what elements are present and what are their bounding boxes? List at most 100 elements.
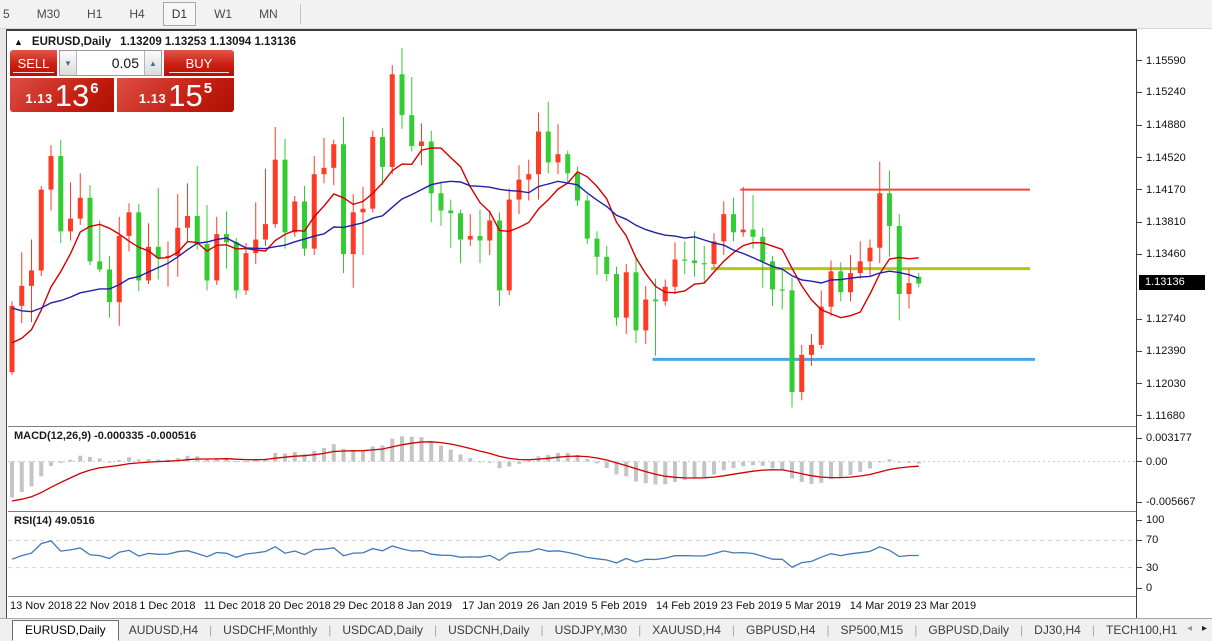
sell-price-prefix: 1.13	[25, 91, 53, 106]
chart-canvas	[8, 539, 1136, 569]
date-tick-label: 14 Mar 2019	[849, 600, 912, 612]
chart-symbol-title: EURUSD,Daily	[31, 36, 112, 48]
rsi-line	[11, 540, 919, 568]
price-tick-label: 1.13460	[1137, 247, 1186, 261]
buy-price-prefix: 1.13	[138, 91, 167, 106]
date-tick-label: 8 Jan 2019	[397, 600, 453, 612]
buy-price-quote[interactable]: 1.13 15 5	[117, 78, 234, 112]
price-tick-label: 1.12740	[1137, 312, 1186, 326]
date-tick-label: 22 Nov 2018	[74, 600, 137, 612]
tab-separator: |	[540, 623, 544, 637]
rsi-axis-label: 30	[1137, 561, 1158, 575]
tab-scroll-buttons: ◂ ▸	[1187, 623, 1207, 634]
macd-label: MACD(12,26,9) -0.000335 -0.000516	[14, 430, 197, 442]
chart-tab-tech100-h1[interactable]: TECH100,H1	[1105, 623, 1178, 637]
rsi-axis-label: 0	[1137, 581, 1152, 595]
chart-tab-usdjpy-m30[interactable]: USDJPY,M30	[554, 623, 628, 637]
tabs-scroll-right-icon[interactable]: ▸	[1201, 623, 1207, 634]
tab-separator: |	[731, 623, 736, 637]
tab-separator: |	[434, 623, 438, 637]
sell-price-sup: 6	[90, 80, 99, 97]
symbol-tab-bar: EURUSD,Daily AUDUSD,H4 | USDCHF,Monthly | USD…	[0, 618, 1212, 641]
tab-separator: |	[209, 623, 213, 637]
date-tick-label: 5 Mar 2019	[785, 600, 841, 612]
timeframe-button-h4[interactable]: H4	[129, 7, 145, 21]
price-tick-label: 1.13810	[1137, 215, 1186, 229]
timeframe-button-m30[interactable]: M30	[36, 7, 61, 21]
tab-separator: |	[1091, 623, 1095, 637]
panel-divider[interactable]	[8, 426, 1136, 427]
tab-separator: |	[1020, 623, 1024, 637]
rsi-panel[interactable]: RSI(14) 49.0516	[8, 512, 1136, 596]
volume-increase-button[interactable]: ▲	[144, 51, 161, 75]
macd-axis-max: 0.003177	[1137, 431, 1192, 445]
one-click-trade-panel: SELL ▼ ▲ BUY 1.13 13 6 1.13 15 5	[10, 50, 234, 112]
chart-tab-gbpusd-h4[interactable]: GBPUSD,H4	[746, 623, 816, 637]
volume-decrease-button[interactable]: ▼	[60, 51, 77, 75]
rsi-label: RSI(14) 49.0516	[14, 515, 95, 527]
chart-tab-dj30-h4[interactable]: DJ30,H4	[1034, 623, 1081, 637]
volume-control: ▼ ▲	[59, 50, 162, 76]
macd-axis-zero: 0.00	[1137, 455, 1167, 469]
date-axis[interactable]: 13 Nov 2018 22 Nov 2018 1 Dec 2018 11 Dec 2…	[8, 597, 1136, 617]
buy-button[interactable]: BUY	[164, 50, 234, 76]
toolbar-separator	[299, 4, 301, 24]
rsi-axis-label: 100	[1137, 513, 1164, 527]
timeframe-button-mn[interactable]: MN	[259, 7, 278, 21]
macd-axis-min: -0.005667	[1137, 495, 1196, 509]
panel-divider[interactable]	[8, 511, 1136, 512]
macd-panel[interactable]: MACD(12,26,9) -0.000335 -0.000516	[8, 427, 1136, 511]
chart-tab-audusd-h4[interactable]: AUDUSD,H4	[128, 623, 199, 637]
tab-separator: |	[638, 623, 642, 637]
panel-divider	[8, 596, 1136, 597]
sell-price-quote[interactable]: 1.13 13 6	[10, 78, 114, 112]
sell-button[interactable]: SELL	[10, 50, 57, 76]
price-axis[interactable]: 1.15590 1.15240 1.14880 1.14520 1.14170 1.138…	[1136, 29, 1212, 618]
buy-price-sup: 5	[203, 80, 213, 97]
tab-separator: |	[328, 623, 332, 637]
chart-ohlc-values: 1.13209 1.13253 1.13094 1.13136	[120, 36, 297, 48]
date-tick-label: 1 Dec 2018	[139, 600, 196, 612]
sell-price-big: 13	[54, 77, 90, 113]
collapse-chart-icon[interactable]: ▲	[14, 36, 23, 47]
macd-signal-line	[11, 441, 919, 502]
chart-tab-eurusd-daily[interactable]: EURUSD,Daily	[12, 619, 119, 641]
chart-canvas	[8, 436, 1136, 502]
chart-tab-usdcad-daily[interactable]: USDCAD,Daily	[342, 623, 424, 637]
date-tick-label: 14 Feb 2019	[656, 600, 718, 612]
date-tick-label: 11 Dec 2018	[203, 600, 266, 612]
timeframe-toolbar: 5 M30 H1 H4 D1 W1 MN	[0, 0, 1212, 29]
timeframe-button-h1[interactable]: H1	[87, 7, 103, 21]
chart-tab-usdcnh-daily[interactable]: USDCNH,Daily	[448, 623, 530, 637]
date-tick-label: 23 Feb 2019	[720, 600, 783, 612]
date-tick-label: 23 Mar 2019	[914, 600, 977, 612]
buy-price-big: 15	[168, 77, 203, 113]
chart-tab-sp500-m15[interactable]: SP500,M15	[840, 623, 904, 637]
timeframe-button-w1[interactable]: W1	[214, 7, 233, 21]
price-tick-label: 1.14880	[1137, 118, 1186, 132]
chart-tab-usdchf-monthly[interactable]: USDCHF,Monthly	[223, 623, 318, 637]
price-tick-label: 1.12030	[1137, 377, 1186, 391]
moving-average-line	[11, 147, 919, 344]
price-tick-label: 1.12390	[1137, 344, 1186, 358]
chart-tab-xauusd-h4[interactable]: XAUUSD,H4	[652, 623, 721, 637]
tabs-scroll-left-icon[interactable]: ◂	[1186, 623, 1192, 634]
date-tick-label: 29 Dec 2018	[333, 600, 396, 612]
chart-header: ▲ EURUSD,Daily 1.13209 1.13253 1.13094 1…	[14, 36, 296, 48]
timeframe-button-d1[interactable]: D1	[162, 2, 197, 26]
window-left-frame	[0, 29, 7, 641]
price-tick-label: 1.14170	[1137, 183, 1186, 197]
chart-canvas	[9, 47, 1035, 408]
chart-tab-gbpusd-daily[interactable]: GBPUSD,Daily	[928, 623, 1010, 637]
volume-input[interactable]	[77, 51, 144, 75]
tab-separator: |	[914, 623, 918, 637]
timeframe-button-5[interactable]: 5	[3, 7, 10, 21]
chart-window-border	[7, 29, 1212, 31]
price-tick-label: 1.14520	[1137, 151, 1186, 165]
rsi-axis-label: 70	[1137, 533, 1158, 547]
price-tick-label: 1.15240	[1137, 85, 1186, 99]
date-tick-label: 26 Jan 2019	[526, 600, 588, 612]
timeframe-buttons: 5 M30 H1 H4 D1 W1 MN	[0, 2, 301, 26]
date-tick-label: 5 Feb 2019	[591, 600, 648, 612]
